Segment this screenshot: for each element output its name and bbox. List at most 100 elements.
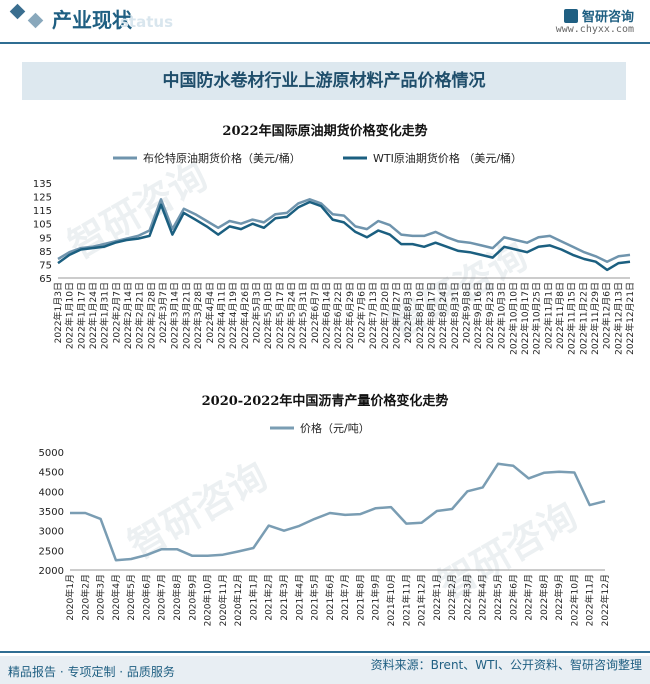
x-tick-label: 2021年2月 bbox=[263, 574, 275, 621]
x-tick-label: 2021年1月 bbox=[247, 574, 259, 621]
x-tick-label: 2022年12月6日 bbox=[601, 282, 613, 349]
x-tick-label: 2022年6月7日 bbox=[309, 282, 321, 343]
x-tick-label: 2020年3月 bbox=[95, 574, 107, 621]
y-tick-label: 135 bbox=[33, 179, 52, 190]
x-tick-label: 2020年7月 bbox=[156, 574, 168, 621]
x-tick-label: 2022年8月24日 bbox=[437, 282, 449, 349]
x-tick-label: 2022年4月19日 bbox=[227, 282, 239, 349]
x-tick-label: 2022年3月7日 bbox=[157, 282, 169, 343]
x-tick-label: 2022年11月22日 bbox=[577, 282, 589, 355]
x-tick-label: 2022年9月16日 bbox=[472, 282, 484, 349]
x-tick-label: 2022年11月8日 bbox=[554, 282, 566, 349]
chart2: 价格（元/吨） 2000 2500 3000 3500 4000 4500 5000 2020年… bbox=[39, 421, 611, 626]
x-tick-label: 2021年12月 bbox=[416, 574, 428, 626]
brand-url: www.chyxx.com bbox=[555, 24, 634, 35]
diamond-icon bbox=[27, 12, 44, 29]
x-tick-label: 2022年6月 bbox=[507, 574, 519, 621]
y-tick-label: 4500 bbox=[39, 468, 64, 479]
x-tick-label: 2022年5月10日 bbox=[262, 282, 274, 349]
x-tick-label: 2021年10月 bbox=[385, 574, 397, 626]
x-tick-label: 2022年7月 bbox=[523, 574, 535, 621]
header-divider bbox=[0, 42, 650, 44]
footer-source: 资料来源：Brent、WTI、公开资料、智研咨询整理 bbox=[370, 658, 642, 672]
x-tick-label: 2022年10月 bbox=[568, 574, 580, 626]
x-tick-label: 2022年8月10日 bbox=[414, 282, 426, 349]
header-bar: 产业现状 status 智研咨询 www.chyxx.com bbox=[0, 0, 650, 42]
x-tick-label: 2022年4月26日 bbox=[239, 282, 251, 349]
x-tick-label: 2022年5月24日 bbox=[285, 282, 297, 349]
chart1-title: 2022年国际原油期货价格变化走势 bbox=[222, 124, 428, 139]
legend-label: 价格（元/吨） bbox=[300, 421, 370, 435]
x-tick-label: 2022年10月17日 bbox=[519, 282, 531, 355]
x-tick-label: 2022年4月4日 bbox=[204, 282, 216, 343]
x-tick-label: 2022年3月 bbox=[461, 574, 473, 621]
brand-logo-icon bbox=[563, 9, 578, 23]
x-tick-label: 2022年4月11日 bbox=[215, 282, 227, 349]
x-tick-label: 2021年3月 bbox=[278, 574, 290, 621]
x-tick-label: 2020年6月 bbox=[140, 574, 152, 621]
x-tick-label: 2022年1月 bbox=[431, 574, 443, 621]
x-tick-label: 2022年11月15日 bbox=[566, 282, 578, 355]
chart1: 布伦特原油期货价格（美元/桶） WTI原油期货价格 （美元/桶） 65 75 85 95 1… bbox=[33, 151, 636, 355]
x-tick-label: 2022年9月8日 bbox=[461, 282, 473, 343]
x-tick-label: 2022年8月17日 bbox=[426, 282, 438, 349]
brand-label: 智研咨询 bbox=[581, 10, 634, 25]
series-line bbox=[70, 462, 606, 562]
x-tick-label: 2022年6月22日 bbox=[332, 282, 344, 349]
x-tick-label: 2022年12月13日 bbox=[612, 282, 624, 355]
x-tick-label: 2022年1月31日 bbox=[99, 282, 111, 349]
x-tick-label: 2022年7月27日 bbox=[391, 282, 403, 349]
y-tick-label: 2000 bbox=[39, 566, 64, 577]
x-tick-label: 2022年3月14日 bbox=[169, 282, 181, 349]
x-tick-label: 2022年2月 bbox=[446, 574, 458, 621]
x-tick-label: 2022年10月3日 bbox=[496, 282, 508, 349]
x-tick-label: 2022年11月29日 bbox=[589, 282, 601, 355]
x-tick-label: 2022年12月21日 bbox=[624, 282, 636, 355]
x-tick-label: 2022年12月 bbox=[599, 574, 611, 626]
x-tick-label: 2022年3月21日 bbox=[180, 282, 192, 349]
x-tick-label: 2020年9月 bbox=[186, 574, 198, 621]
chart2-title: 2020-2022年中国沥青产量价格变化走势 bbox=[201, 394, 449, 409]
x-tick-label: 2022年1月17日 bbox=[75, 282, 87, 349]
y-tick-label: 2500 bbox=[39, 546, 64, 557]
x-tick-label: 2022年6月29日 bbox=[344, 282, 356, 349]
y-tick-label: 3500 bbox=[39, 507, 64, 518]
x-tick-label: 2022年1月3日 bbox=[52, 282, 64, 343]
x-tick-label: 2022年8月31日 bbox=[449, 282, 461, 349]
series-line bbox=[57, 200, 631, 272]
x-tick-label: 2021年5月 bbox=[309, 574, 321, 621]
y-tick-label: 125 bbox=[33, 193, 52, 204]
x-tick-label: 2021年8月 bbox=[354, 574, 366, 621]
x-tick-label: 2022年2月14日 bbox=[122, 282, 134, 349]
y-tick-label: 3000 bbox=[39, 527, 64, 538]
x-tick-label: 2022年9月 bbox=[553, 574, 565, 621]
x-tick-label: 2020年4月 bbox=[110, 574, 122, 621]
x-tick-label: 2022年2月28日 bbox=[145, 282, 157, 349]
section-title: 产业现状 bbox=[52, 8, 132, 32]
y-tick-label: 85 bbox=[39, 247, 52, 258]
x-tick-label: 2020年11月 bbox=[217, 574, 229, 626]
x-tick-label: 2022年5月 bbox=[492, 574, 504, 621]
x-tick-label: 2021年9月 bbox=[370, 574, 382, 621]
x-tick-label: 2022年2月21日 bbox=[134, 282, 146, 349]
y-tick-label: 5000 bbox=[39, 448, 64, 459]
y-tick-label: 4000 bbox=[39, 487, 64, 498]
section-title-en: status bbox=[120, 13, 173, 31]
y-tick-label: 65 bbox=[39, 274, 52, 285]
x-tick-label: 2022年5月17日 bbox=[274, 282, 286, 349]
x-tick-label: 2022年11月 bbox=[584, 574, 596, 626]
x-tick-label: 2020年12月 bbox=[232, 574, 244, 626]
x-tick-label: 2022年9月23日 bbox=[484, 282, 496, 349]
x-tick-label: 2022年7月13日 bbox=[367, 282, 379, 349]
x-tick-label: 2022年7月6日 bbox=[356, 282, 368, 343]
x-tick-label: 2022年1月24日 bbox=[87, 282, 99, 349]
footer-divider bbox=[0, 651, 650, 653]
x-tick-label: 2020年1月 bbox=[64, 574, 76, 621]
footer: 精品报告 · 专项定制 · 品质服务 资料来源：Brent、WTI、公开资料、智… bbox=[0, 656, 650, 684]
y-tick-label: 115 bbox=[33, 206, 52, 217]
x-tick-label: 2022年11月1日 bbox=[542, 282, 554, 349]
series-line bbox=[57, 198, 631, 263]
x-tick-label: 2020年5月 bbox=[125, 574, 137, 621]
diamond-icon bbox=[9, 3, 26, 20]
x-tick-label: 2022年6月14日 bbox=[320, 282, 332, 349]
